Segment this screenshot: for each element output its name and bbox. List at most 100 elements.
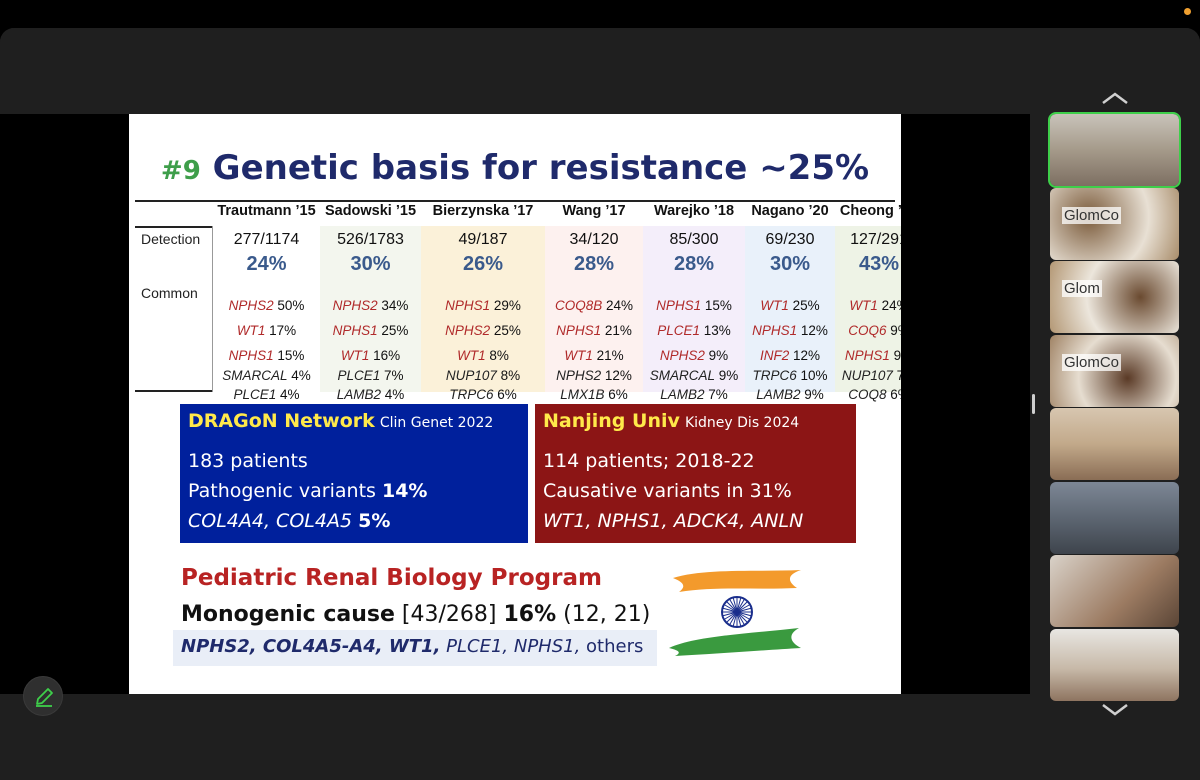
nanjing-causative: Causative variants in 31% [543, 480, 792, 502]
column-header: Trautmann ’15 [217, 203, 316, 219]
table-top-rule [135, 200, 895, 202]
participant-video-tile[interactable]: Glom [1050, 261, 1179, 333]
dragon-patients: 183 patients [188, 450, 308, 472]
gene-cell: PLCE1 4% [213, 387, 320, 402]
participant-video-tile[interactable] [1048, 112, 1181, 188]
prbp-genes-rest: PLCE1, NPHS1, [440, 636, 581, 657]
chakra-spoke [729, 598, 738, 613]
gene-name: NPHS2 [445, 323, 491, 338]
gene-percent: 4% [276, 387, 300, 402]
gene-cell: NUP107 8% [421, 368, 545, 383]
gene-cell: TRPC6 6% [421, 387, 545, 402]
gene-percent: 25% [377, 323, 409, 338]
gene-percent: 8% [496, 368, 521, 383]
gene-name: SMARCAL [649, 368, 715, 383]
gene-name: WT1 [760, 298, 789, 313]
dragon-source: Clin Genet 2022 [379, 415, 494, 431]
column-header: Bierzynska ’17 [432, 203, 534, 219]
dragon-network-box: DRAGoN Network Clin Genet 2022 183 patie… [180, 404, 528, 543]
column-header: Sadowski ’15 [324, 203, 417, 219]
participant-video-tile[interactable]: GlomCo [1050, 187, 1179, 260]
gene-percent: 12% [601, 368, 632, 383]
prbp-ci: (12, 21) [556, 602, 651, 627]
gene-percent: 10% [796, 368, 828, 383]
column-header: Wang ’17 [562, 203, 626, 219]
detection-count: 277/1174 [233, 231, 300, 248]
column-header: Warejko ’18 [653, 203, 735, 219]
chakra-spoke [723, 604, 738, 613]
detection-count: 69/230 [765, 231, 815, 248]
table-label-divider [212, 226, 213, 392]
participant-background-text: Glom [1062, 280, 1102, 297]
chakra-spoke [736, 601, 748, 613]
detection-count: 127/291 [850, 231, 901, 248]
annotate-button[interactable] [23, 676, 63, 716]
chakra-spoke [732, 611, 738, 627]
table-column: Bierzynska ’17 49/187 26% NPHS1 29% NPHS2 25… [421, 200, 545, 402]
gene-percent: 9% [715, 368, 739, 383]
bottom-bar [0, 694, 1030, 780]
gene-cell: NPHS1 21% [545, 323, 643, 338]
column-shading [320, 226, 421, 392]
gene-name: COQ6 [848, 323, 887, 338]
gene-name: LMX1B [560, 387, 605, 402]
gene-percent: 50% [273, 298, 305, 313]
participant-video-tile[interactable] [1050, 555, 1179, 627]
column-header: Cheong ’20 [839, 203, 901, 219]
gene-percent: 8% [485, 348, 509, 363]
prbp-genes-bold: NPHS2, COL4A5-A4, WT1, [181, 636, 441, 657]
gene-cell: WT1 16% [320, 348, 421, 363]
gene-name: NPHS2 [659, 348, 705, 363]
detection-percent: 30% [350, 253, 391, 275]
detection-percent: 28% [673, 253, 715, 275]
gene-cell: WT1 17% [213, 323, 320, 338]
gene-cell: LAMB2 9% [745, 387, 835, 402]
participants-sidebar: GlomCo Glom GlomCo [1040, 112, 1190, 714]
sidebar-resize-handle[interactable] [1032, 394, 1035, 414]
gene-cell: LAMB2 7% [643, 387, 745, 402]
gene-percent: 21% [601, 323, 632, 338]
gene-cell: NPHS2 12% [545, 368, 643, 383]
gene-cell: PLCE1 13% [643, 323, 745, 338]
participant-background-text: GlomCo [1062, 353, 1122, 371]
table-column: Wang ’17 34/120 28% COQ8B 24% NPHS1 21% WT1 2… [545, 200, 643, 402]
gene-name: COQ8B [554, 298, 603, 313]
gene-name: PLCE1 [337, 368, 381, 383]
gene-name: PLCE1 [233, 387, 277, 402]
participant-video-tile[interactable] [1050, 481, 1179, 554]
detection-count: 85/300 [669, 231, 719, 248]
gene-percent: 4% [381, 387, 405, 402]
gene-percent: 16% [369, 348, 401, 363]
participant-video-tile[interactable] [1050, 628, 1179, 701]
gene-cell: COQ6 9% [835, 323, 901, 338]
gene-cell: WT1 21% [545, 348, 643, 363]
gene-name: NPHS1 [445, 298, 491, 313]
genetic-studies-table: Detection Common Trautmann ’15 277/1174 24… [135, 200, 901, 402]
dragon-pathogenic: Pathogenic variants 14% [188, 480, 427, 502]
detection-count: 34/120 [569, 231, 619, 248]
participant-video-tile[interactable]: GlomCo [1050, 334, 1179, 407]
gene-percent: 24% [602, 298, 634, 313]
slide-title-number: #9 [160, 156, 201, 186]
chakra-spoke [736, 611, 745, 626]
chevron-up-icon[interactable] [1100, 90, 1130, 106]
gene-percent: 4% [287, 368, 311, 383]
column-shading [421, 226, 545, 392]
column-shading [835, 226, 901, 392]
gene-percent: 6% [604, 387, 628, 402]
gene-percent: 21% [592, 348, 624, 363]
prbp-monogenic-line: Monogenic cause [43/268] 16% (12, 21) [181, 602, 650, 627]
gene-name: WT1 [236, 323, 266, 338]
nanjing-univ-box: Nanjing Univ Kidney Dis 2024 114 patient… [535, 404, 856, 543]
gene-cell: INF2 12% [745, 348, 835, 363]
gene-name: NUP107 [445, 368, 497, 383]
dragon-col4a-pct: 5% [358, 510, 391, 532]
participant-video-tile[interactable] [1050, 408, 1179, 480]
india-flag-icon [669, 570, 801, 656]
chevron-down-icon[interactable] [1100, 702, 1130, 718]
flag-green-stroke [669, 628, 801, 656]
ashoka-chakra-icon [721, 596, 753, 628]
chakra-spoke [736, 611, 752, 617]
gene-name: COQ8 [848, 387, 887, 402]
gene-name: NPHS2 [556, 368, 602, 383]
